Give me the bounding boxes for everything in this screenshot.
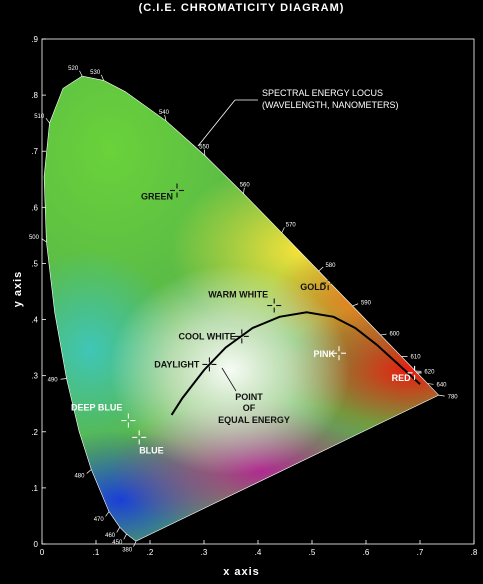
wavelength-tick [41, 238, 47, 243]
wavelength-tick [116, 527, 121, 533]
wavelength-tick [281, 227, 285, 233]
x-tick-label: .7 [417, 548, 424, 557]
point-label: BLUE [139, 445, 164, 455]
color-points: GREEN GOLD WARM WHITE COOL WHITE DAYLIGHT PIN… [71, 183, 422, 455]
wavelength-tick [105, 511, 110, 517]
wavelength-tick [79, 70, 83, 77]
x-tick-label: .2 [147, 548, 154, 557]
point-label: PINK [313, 349, 335, 359]
wavelength-tick [318, 266, 324, 272]
wavelength-tick [427, 383, 434, 385]
wavelength-label: 520 [68, 66, 79, 72]
wavelength-label: 530 [90, 70, 101, 76]
x-axis-label: x axis [223, 566, 260, 578]
wavelength-label: 570 [286, 223, 297, 229]
wavelength-tick [164, 114, 167, 121]
locus-annotation: SPECTRAL ENERGY LOCUS (WAVELENGTH, NANOM… [197, 88, 399, 147]
y-tick-label: .4 [31, 316, 38, 325]
equal-energy-annotation: POINT OF EQUAL ENERGY [218, 367, 290, 425]
axis-ticks: 0 .1 .2 .3 .4 .5 .6 .7 .8 0 .1 .2 .3 .4 .5 .6 .7 .8 .9 [31, 35, 478, 557]
wavelength-label: 640 [436, 383, 447, 389]
locus-annotation-line-1: SPECTRAL ENERGY LOCUS [262, 88, 383, 98]
wavelength-label: 460 [105, 533, 116, 539]
y-tick-label: .9 [31, 35, 38, 44]
point-marker [132, 430, 147, 445]
wavelength-label: 590 [361, 301, 372, 307]
wavelength-label: 600 [389, 332, 400, 338]
equal-energy-label-3: EQUAL ENERGY [218, 415, 290, 425]
x-tick-label: .5 [309, 548, 316, 557]
wavelength-label: 780 [448, 395, 459, 401]
point-label: DEEP BLUE [71, 403, 122, 413]
wavelength-label: 380 [122, 547, 133, 553]
x-tick-label: .1 [93, 548, 100, 557]
point-marker [202, 357, 217, 372]
equal-energy-label-2: OF [243, 403, 256, 413]
chart-title: (C.I.E. CHROMATICITY DIAGRAM) [138, 2, 345, 14]
point-marker [234, 329, 249, 344]
wavelength-tick [123, 533, 127, 540]
point-label: RED [392, 373, 412, 383]
y-tick-label: .8 [31, 91, 38, 100]
wavelength-label: 450 [112, 540, 123, 546]
wavelength-tick [86, 469, 92, 474]
wavelength-label: 610 [411, 354, 422, 360]
x-tick-label: 0 [40, 548, 45, 557]
wavelength-label: 540 [159, 110, 170, 116]
y-tick-label: .5 [31, 259, 38, 268]
wavelength-label: 620 [424, 370, 435, 376]
y-tick-label: .7 [31, 147, 38, 156]
point-marker [321, 276, 336, 291]
y-tick-label: .6 [31, 203, 38, 212]
wavelength-label: 560 [240, 183, 251, 189]
point-label: GOLD [300, 282, 326, 292]
point-marker [332, 346, 346, 361]
point-marker [170, 183, 184, 198]
point-marker [407, 365, 422, 380]
point-marker [267, 298, 282, 313]
locus-annotation-line-2: (WAVELENGTH, NANOMETERS) [262, 100, 399, 110]
wavelength-label: 480 [74, 473, 85, 479]
wavelength-tick [60, 378, 67, 380]
y-tick-label: .1 [31, 484, 38, 493]
point-label: GREEN [141, 192, 173, 202]
wavelength-tick [438, 394, 445, 397]
wavelength-tick [352, 303, 359, 307]
x-tick-label: .3 [201, 548, 208, 557]
wavelength-tick [243, 187, 245, 194]
wavelength-tick [380, 333, 387, 336]
wavelength-tick [101, 74, 104, 81]
wavelength-tick [45, 117, 50, 124]
point-label: WARM WHITE [208, 290, 268, 300]
wavelength-label: 510 [34, 114, 45, 120]
wavelength-label: 470 [94, 517, 105, 523]
wavelength-label: 550 [199, 145, 210, 151]
point-label: COOL WHITE [178, 331, 235, 341]
y-tick-label: 0 [34, 540, 39, 549]
point-marker [121, 413, 136, 428]
wavelength-label: 500 [29, 235, 40, 241]
x-tick-label: .4 [255, 548, 262, 557]
wavelength-label: 580 [325, 263, 336, 269]
equal-energy-label-1: POINT [235, 392, 263, 402]
point-label: DAYLIGHT [154, 359, 200, 369]
color-gamut-fill [44, 76, 439, 542]
x-tick-label: .6 [363, 548, 370, 557]
planckian-locus [170, 311, 421, 416]
wavelength-label: 490 [48, 378, 59, 384]
y-tick-label: .2 [31, 428, 38, 437]
x-tick-label: .8 [471, 548, 478, 557]
spectral-locus [43, 75, 440, 542]
wavelength-tick [133, 541, 137, 547]
y-tick-label: .3 [31, 372, 38, 381]
